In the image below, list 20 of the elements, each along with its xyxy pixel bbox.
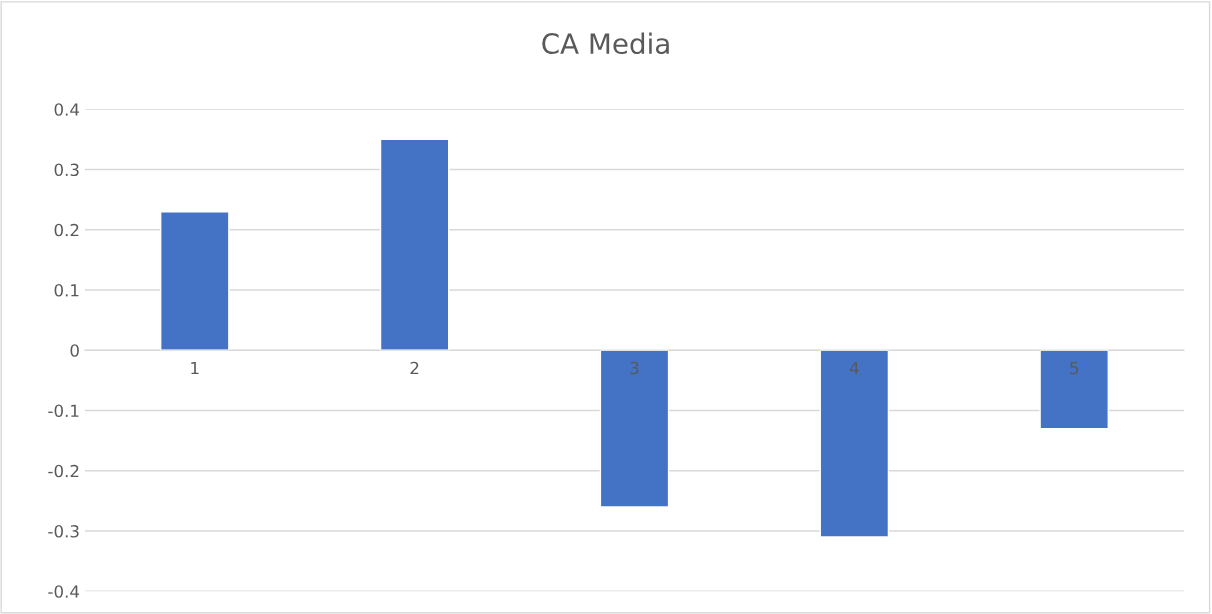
x-tick-label: 2 <box>410 361 419 375</box>
y-tick-label: 0.3 <box>54 163 79 177</box>
y-tick-label: -0.4 <box>48 585 80 598</box>
bar <box>599 349 670 508</box>
bar <box>819 349 890 538</box>
y-tick-label: 0.2 <box>54 223 79 237</box>
y-tick-label: -0.1 <box>48 404 79 418</box>
x-tick-label: 1 <box>191 361 199 375</box>
chart-title: CA Media <box>542 32 669 55</box>
y-tick-label: 0.4 <box>54 103 80 116</box>
y-tick-label: 0 <box>70 344 79 357</box>
x-tick-label: 5 <box>1070 361 1079 375</box>
y-tick-label: 0.1 <box>54 284 79 297</box>
y-tick-label: -0.3 <box>48 525 79 538</box>
y-tick-label: -0.2 <box>48 464 79 478</box>
x-tick-label: 3 <box>630 361 639 375</box>
bar <box>159 211 230 351</box>
bar <box>379 138 450 351</box>
x-tick-label: 4 <box>849 361 859 375</box>
bar <box>1039 349 1109 430</box>
